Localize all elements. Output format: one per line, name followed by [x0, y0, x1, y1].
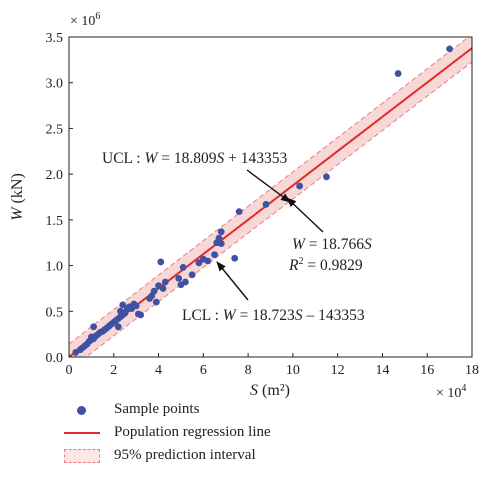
- legend-label: Population regression line: [114, 424, 271, 440]
- data-point: [90, 323, 98, 331]
- data-point: [114, 323, 122, 331]
- y-tick-label: 3.5: [46, 31, 64, 46]
- data-point: [150, 287, 158, 295]
- r2-sup: 2: [298, 256, 303, 267]
- lcl-arrow: [216, 261, 249, 301]
- legend-item-regression-line: Population regression line: [62, 421, 271, 444]
- lcl-rest: = 18.723: [236, 307, 295, 324]
- data-point: [161, 278, 169, 286]
- reg-var2: S: [364, 236, 372, 253]
- data-point: [157, 258, 165, 266]
- x-tick-label: 8: [245, 363, 252, 378]
- data-point: [217, 228, 225, 236]
- data-point: [188, 271, 196, 279]
- plot-frame: [68, 36, 473, 358]
- data-point: [175, 274, 183, 282]
- ucl-prefix: UCL :: [102, 150, 144, 167]
- x-tick-label: 4: [155, 363, 162, 378]
- y-multiplier-base: × 10: [70, 14, 95, 29]
- regression-equation: W = 18.766S: [292, 236, 372, 253]
- ucl-rest: = 18.809: [157, 150, 216, 167]
- x-multiplier: × 104: [436, 383, 466, 400]
- x-multiplier-base: × 10: [436, 386, 461, 400]
- x-tick-label: 0: [66, 363, 73, 378]
- data-point: [262, 200, 270, 208]
- legend-line-icon: [62, 426, 102, 440]
- reg-var: W: [292, 236, 307, 253]
- x-axis-unit: (m²): [258, 382, 290, 399]
- data-point: [296, 182, 304, 190]
- data-point: [132, 302, 140, 310]
- x-tick-label: 2: [110, 363, 117, 378]
- legend: Sample points Population regression line…: [62, 398, 271, 467]
- lcl-prefix: LCL :: [182, 307, 223, 324]
- data-point: [217, 240, 225, 248]
- x-tick-label: 6: [200, 363, 207, 378]
- legend-dot-icon: [62, 403, 102, 417]
- data-point: [179, 264, 187, 271]
- legend-item-prediction-interval: 95% prediction interval: [62, 444, 271, 467]
- y-axis-unit: (kN): [9, 173, 26, 207]
- ucl-arrow: [246, 169, 291, 203]
- x-tick-label: 10: [286, 363, 300, 378]
- r2-rest: = 0.9829: [303, 257, 362, 274]
- y-multiplier-exponent: 6: [95, 11, 100, 22]
- x-tick-label: 18: [465, 363, 479, 378]
- legend-band-icon: [62, 448, 102, 463]
- y-axis-var: W: [9, 206, 26, 221]
- y-multiplier: × 106: [70, 11, 100, 29]
- r-squared: R2 = 0.9829: [288, 256, 363, 274]
- x-tick-label: 14: [375, 363, 389, 378]
- legend-label: 95% prediction interval: [114, 447, 256, 463]
- data-point: [394, 70, 402, 77]
- lcl-annotation: LCL : W = 18.723S – 143353: [182, 307, 365, 324]
- reg-rest: = 18.766: [305, 236, 364, 253]
- data-point: [159, 285, 167, 292]
- x-multiplier-exponent: 4: [461, 383, 466, 394]
- data-point: [235, 208, 243, 216]
- ucl-var: W: [144, 150, 159, 167]
- lcl-tail: – 143353: [303, 307, 365, 324]
- data-point: [446, 45, 454, 53]
- legend-item-sample-points: Sample points: [62, 398, 271, 421]
- data-point: [211, 251, 218, 258]
- y-tick-label: 2.0: [46, 168, 64, 183]
- y-tick-label: 3.0: [46, 77, 64, 92]
- x-axis-label: S (m²): [250, 382, 290, 399]
- y-tick-label: 1.5: [46, 214, 64, 229]
- scatter-chart: 0 2 4 6 8 10 12 14 16 180.00.51.01.52.02.53.03.5 …: [9, 11, 479, 400]
- data-point: [323, 173, 330, 181]
- lcl-var2: S: [295, 307, 303, 324]
- ucl-tail: + 143353: [224, 150, 287, 167]
- data-point: [182, 278, 189, 286]
- ucl-annotation: UCL : W = 18.809S + 143353: [102, 150, 288, 167]
- x-axis-var: S: [250, 382, 258, 399]
- y-tick-label: 0.5: [46, 305, 64, 320]
- data-point: [119, 301, 127, 309]
- prediction-interval-band: [69, 37, 472, 357]
- y-tick-label: 0.0: [46, 351, 64, 366]
- ucl-boundary: [69, 37, 470, 345]
- data-point: [137, 311, 145, 319]
- x-tick-label: 12: [331, 363, 345, 378]
- ucl-var2: S: [217, 150, 225, 167]
- data-point: [204, 257, 212, 265]
- lcl-boundary: [85, 61, 472, 357]
- y-tick-label: 2.5: [46, 122, 64, 137]
- y-tick-label: 1.0: [46, 260, 64, 275]
- data-point: [152, 298, 160, 306]
- y-axis-label: W (kN): [9, 173, 26, 221]
- data-point: [215, 234, 223, 242]
- r2-var: R: [288, 257, 299, 274]
- lcl-var: W: [223, 307, 238, 324]
- data-point: [231, 254, 239, 262]
- x-tick-label: 16: [420, 363, 434, 378]
- legend-label: Sample points: [114, 401, 200, 417]
- regression-arrow: [286, 197, 324, 233]
